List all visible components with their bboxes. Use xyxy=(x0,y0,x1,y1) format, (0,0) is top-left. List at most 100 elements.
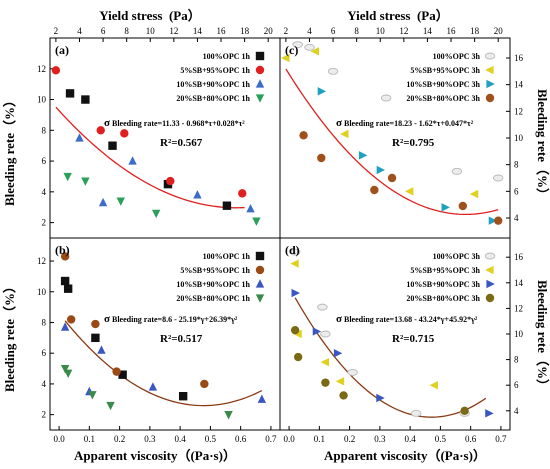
data-point-d-s2 xyxy=(429,381,438,390)
data-point-d-s1 xyxy=(347,368,358,376)
r-squared-b: R²=0.517 xyxy=(160,333,203,345)
data-point-a-s2 xyxy=(51,66,61,75)
x-tick-label: 0.5 xyxy=(205,434,217,444)
x-tick-label: 0.3 xyxy=(144,434,156,444)
data-point-b-s3 xyxy=(60,322,70,331)
legend-label: 5%SB+95%OPC 1h xyxy=(180,266,250,275)
data-point-c-s2 xyxy=(281,53,290,63)
data-point-a-s1 xyxy=(108,141,117,150)
ticks-layer: 2 4 6 8 10 12 2 4 6 8 10 12 14 16 18 20 4 6 8 10 12 14 16 2 4 6 8 1… xyxy=(37,26,524,444)
y-tick-label: 4 xyxy=(514,406,519,416)
y-tick-label: 6 xyxy=(42,348,47,358)
data-point-d-s4 xyxy=(339,391,348,400)
data-point-c-s1 xyxy=(492,174,504,182)
data-point-b-s3 xyxy=(257,394,267,403)
legend-marker xyxy=(486,79,495,89)
legend-label: 20%SB+80%OPC 3h xyxy=(406,94,480,103)
x-tick-label: 16 xyxy=(447,26,457,36)
legend-marker xyxy=(485,265,494,275)
legend-marker xyxy=(255,51,265,61)
x-tick-label: 12 xyxy=(399,26,408,36)
x-tick-label: 14 xyxy=(193,26,203,36)
y-tick-label: 12 xyxy=(514,303,523,313)
data-point-d-s3 xyxy=(485,409,494,418)
y-tick-label: 12 xyxy=(37,64,46,74)
data-point-b-s2 xyxy=(91,319,100,329)
sigma-symbol: σ xyxy=(104,313,110,325)
data-point-c-s4 xyxy=(370,185,379,195)
data-point-c-s4 xyxy=(387,173,397,183)
data-point-c-s1 xyxy=(292,41,303,49)
data-point-a-s1 xyxy=(81,95,90,104)
x-tick-label: 0.5 xyxy=(435,434,447,444)
data-point-b-s3 xyxy=(148,382,158,391)
panels-layer: (a) 100%OPC 1h 5%SB+95%OPC 1h 10%SB+90%OPC … xyxy=(51,41,504,420)
data-point-c-s4 xyxy=(299,131,308,140)
legend-label: 5%SB+95%OPC 3h xyxy=(410,266,480,275)
x-tick-label: 2 xyxy=(54,26,59,36)
data-point-c-s4 xyxy=(317,153,326,163)
x-tick-label: 6 xyxy=(331,26,336,36)
data-point-c-s2 xyxy=(404,187,414,196)
y-tick-label: 14 xyxy=(514,278,524,288)
x-tick-label: 2 xyxy=(284,26,289,36)
panel-label-b: (b) xyxy=(55,243,70,257)
left-axis-title-top: Bleeding rete（%） xyxy=(2,94,17,206)
data-point-a-s3 xyxy=(128,156,137,165)
y-tick-label: 6 xyxy=(514,380,519,390)
x-tick-label: 0.4 xyxy=(175,434,187,444)
x-tick-label: 0.7 xyxy=(495,434,507,444)
r-squared-c: R²=0.795 xyxy=(392,137,435,149)
data-point-d-s4 xyxy=(290,325,300,335)
legend-label: 100%OPC 1h xyxy=(203,252,251,261)
y-tick-label: 10 xyxy=(514,329,524,339)
x-tick-label: 0.4 xyxy=(405,434,417,444)
data-point-c-s1 xyxy=(304,43,315,51)
x-tick-label: 0.0 xyxy=(53,434,65,444)
fit-curve-b xyxy=(64,320,263,407)
legend-marker xyxy=(255,265,265,275)
data-point-c-s3 xyxy=(441,203,450,212)
data-point-b-s4 xyxy=(88,391,97,400)
y-tick-label: 4 xyxy=(42,379,47,389)
panel-a: (a) 100%OPC 1h 5%SB+95%OPC 1h 10%SB+90%OPC … xyxy=(51,43,265,226)
data-point-b-s4 xyxy=(60,364,70,374)
x-tick-label: 8 xyxy=(124,26,129,36)
x-tick-label: 10 xyxy=(146,26,156,36)
x-tick-label: 18 xyxy=(240,26,250,36)
legend-marker xyxy=(486,279,495,289)
data-point-c-s1 xyxy=(380,94,392,102)
data-point-d-s2 xyxy=(335,377,345,386)
data-point-a-s2 xyxy=(120,129,129,138)
data-point-b-s4 xyxy=(106,401,115,411)
left-axis-title-bottom: Bleeding rete（%） xyxy=(2,280,17,392)
panel-label-d: (d) xyxy=(285,243,300,257)
data-point-d-s2 xyxy=(290,259,299,268)
data-point-b-s1 xyxy=(91,333,100,343)
bottom-axis-title-right: Apparent viscosity（(Pa·s)） xyxy=(324,448,486,463)
right-axis-title-top: Bleeding rete（%） xyxy=(535,89,550,201)
data-point-b-s3 xyxy=(97,345,106,354)
data-point-d-s1 xyxy=(317,303,328,311)
y-tick-label: 14 xyxy=(514,80,524,90)
y-tick-label: 6 xyxy=(42,156,47,166)
x-tick-label: 12 xyxy=(169,26,178,36)
y-tick-label: 12 xyxy=(37,256,46,266)
legend-label: 20%SB+80%OPC 1h xyxy=(176,294,250,303)
sigma-symbol: σ xyxy=(336,313,342,325)
data-point-c-s4 xyxy=(494,216,503,225)
legend-label: 5%SB+95%OPC 1h xyxy=(180,66,250,75)
fit-equation-b: Bleeding rate=8.6 - 25.19*γ+26.39*γ² xyxy=(112,315,238,324)
y-tick-label: 16 xyxy=(514,53,524,63)
y-tick-label: 12 xyxy=(514,106,523,116)
x-tick-label: 0.2 xyxy=(344,434,355,444)
y-tick-label: 10 xyxy=(514,133,524,143)
data-point-d-s1 xyxy=(289,248,301,256)
legend-marker xyxy=(255,279,265,288)
y-tick-label: 2 xyxy=(42,410,47,420)
legend-label: 5%SB+95%OPC 3h xyxy=(410,66,480,75)
r-squared-a: R²=0.567 xyxy=(160,137,203,149)
data-point-d-s2 xyxy=(320,357,329,367)
data-point-d-s3 xyxy=(312,327,322,336)
